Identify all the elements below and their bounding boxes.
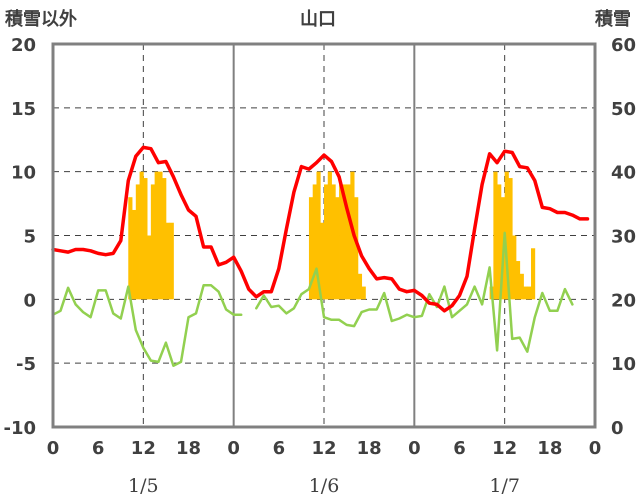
snow-bar xyxy=(342,184,347,300)
snow-bar xyxy=(346,184,351,300)
snow-bar xyxy=(493,171,498,300)
left-tick-label: 15 xyxy=(11,99,36,120)
x-tick-label: 18 xyxy=(357,438,382,459)
snow-bar xyxy=(335,197,340,300)
snow-bar xyxy=(158,171,163,300)
x-tick-label: 12 xyxy=(311,438,336,459)
x-tick-label: 18 xyxy=(176,438,201,459)
x-tick-label: 0 xyxy=(47,438,60,459)
right-tick-label: 0 xyxy=(611,418,624,439)
right-tick-label: 30 xyxy=(611,227,636,248)
snow-bar xyxy=(523,286,528,300)
snow-bar xyxy=(327,171,332,300)
snow-bar xyxy=(339,184,344,300)
snow-bar xyxy=(154,171,159,300)
left-tick-label: 20 xyxy=(11,35,36,56)
right-tick-label: 50 xyxy=(611,99,636,120)
snow-bar xyxy=(139,171,144,300)
snow-bar xyxy=(135,184,140,300)
snow-bar xyxy=(165,222,171,300)
snow-bar xyxy=(515,261,521,300)
snow-bar xyxy=(308,197,314,300)
right-tick-label: 40 xyxy=(611,163,636,184)
left-tick-label: 10 xyxy=(11,163,36,184)
date-labels: 1/5 1/6 1/7 xyxy=(128,475,520,497)
snow-bar xyxy=(361,286,366,300)
date-label: 1/5 xyxy=(128,475,159,497)
snow-bar xyxy=(162,178,167,300)
x-tick-label: 0 xyxy=(589,438,602,459)
right-tick-label: 20 xyxy=(611,290,636,311)
right-tick-labels: 60 50 40 30 20 10 0 xyxy=(611,35,636,439)
chart-title: 山口 xyxy=(300,9,336,30)
snow-bar xyxy=(357,273,363,300)
red-series-line xyxy=(51,145,590,313)
snow-bar xyxy=(316,171,321,300)
x-tick-label: 6 xyxy=(92,438,105,459)
x-tick-label: 12 xyxy=(131,438,156,459)
right-axis-title: 積雪 xyxy=(594,8,631,30)
snow-bar xyxy=(519,273,524,300)
snow-bar xyxy=(527,286,532,300)
left-tick-label: 5 xyxy=(23,227,36,248)
plot-frame xyxy=(51,42,597,429)
left-tick-label: -10 xyxy=(3,418,36,439)
snow-bar xyxy=(169,222,174,300)
date-label: 1/6 xyxy=(309,475,340,497)
right-tick-label: 10 xyxy=(611,354,636,375)
x-tick-label: 0 xyxy=(408,438,421,459)
green-series-line xyxy=(51,231,574,367)
snow-bar xyxy=(312,184,317,300)
x-tick-label: 18 xyxy=(537,438,562,459)
right-tick-label: 60 xyxy=(611,35,636,56)
snow-bar xyxy=(128,197,133,300)
left-tick-label: -5 xyxy=(16,354,36,375)
snow-bar xyxy=(320,222,325,300)
left-tick-labels: 20 15 10 5 0 -5 -10 xyxy=(3,35,36,439)
snow-bar xyxy=(150,184,156,300)
snow-bar xyxy=(504,171,509,300)
date-label: 1/7 xyxy=(489,475,520,497)
snow-bar xyxy=(531,248,536,300)
x-tick-label: 6 xyxy=(273,438,286,459)
left-axis-title: 積雪以外 xyxy=(4,8,77,30)
x-tick-label: 6 xyxy=(453,438,466,459)
left-tick-label: 0 xyxy=(23,290,36,311)
snow-bar xyxy=(508,178,513,300)
x-tick-label: 12 xyxy=(492,438,517,459)
snow-bar xyxy=(331,184,336,300)
snow-bar xyxy=(147,235,152,300)
snow-bar xyxy=(512,235,517,300)
snow-bar xyxy=(324,184,329,300)
x-tick-label: 0 xyxy=(227,438,240,459)
snow-bar xyxy=(143,178,148,300)
snow-bar xyxy=(354,197,359,300)
snow-bar xyxy=(132,209,137,300)
x-tick-labels: 0 6 12 18 0 6 12 18 0 6 12 18 0 xyxy=(47,438,602,459)
snow-bar xyxy=(497,184,502,300)
